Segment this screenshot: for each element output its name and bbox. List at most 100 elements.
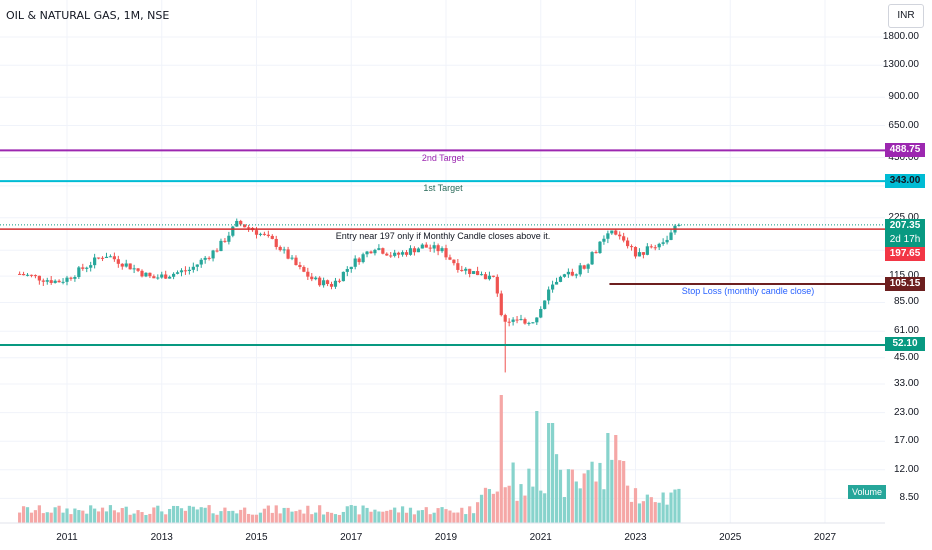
candle-body bbox=[416, 248, 420, 253]
currency-selector[interactable]: INR bbox=[888, 4, 924, 28]
level-lines bbox=[0, 149, 885, 346]
candle-body bbox=[570, 271, 574, 276]
y-tick-label: 650.00 bbox=[888, 119, 919, 131]
candle-body bbox=[140, 270, 144, 277]
volume-bar bbox=[673, 489, 677, 523]
volume-bar bbox=[18, 512, 22, 523]
volume-bar bbox=[219, 511, 223, 523]
volume-bar bbox=[156, 505, 160, 523]
volume-bar bbox=[456, 512, 460, 523]
candle-body bbox=[93, 257, 97, 266]
candle-body bbox=[385, 253, 389, 256]
candle-body bbox=[53, 280, 57, 283]
volume-bar bbox=[543, 493, 547, 523]
volume-bar bbox=[531, 486, 535, 523]
candle-body bbox=[96, 257, 101, 259]
candle-body bbox=[243, 224, 247, 228]
support-tag: 52.10 bbox=[885, 337, 925, 351]
candle-body bbox=[519, 319, 523, 321]
candle-body bbox=[578, 265, 582, 275]
candle-body bbox=[266, 234, 270, 236]
candle-body bbox=[168, 276, 172, 279]
volume-bar bbox=[649, 497, 653, 523]
candle-body bbox=[645, 246, 649, 255]
candle-body bbox=[515, 319, 519, 321]
volume-bar bbox=[175, 506, 180, 523]
candle-body bbox=[136, 268, 140, 271]
volume-bar bbox=[570, 469, 574, 523]
candle-body bbox=[653, 247, 657, 249]
entry-tag: 197.65 bbox=[885, 247, 925, 261]
volume-bar bbox=[199, 507, 203, 523]
candle-body bbox=[661, 242, 665, 244]
volume-bar bbox=[108, 505, 113, 523]
second-target-tag: 488.75 bbox=[885, 143, 925, 157]
candle-body bbox=[239, 220, 243, 225]
volume-bar bbox=[353, 505, 357, 523]
volume-bar bbox=[290, 511, 294, 523]
volume-bar bbox=[448, 510, 452, 523]
x-tick-label: 2013 bbox=[150, 532, 173, 543]
y-tick-label: 8.50 bbox=[899, 492, 919, 504]
volume-bar bbox=[337, 514, 342, 523]
volume-bar bbox=[527, 468, 531, 523]
candle-body bbox=[428, 247, 432, 249]
volume-bar bbox=[598, 462, 602, 523]
volume-bar bbox=[278, 513, 282, 523]
volume-bar bbox=[171, 505, 176, 523]
candle-body bbox=[669, 232, 673, 240]
candle-body bbox=[278, 246, 282, 251]
candle-body bbox=[535, 317, 539, 323]
volume-bar bbox=[164, 514, 168, 523]
volume-bar bbox=[665, 504, 669, 523]
volume-bar bbox=[341, 511, 345, 523]
candle-body bbox=[112, 256, 116, 260]
candle-body bbox=[195, 264, 199, 267]
entry-label: Entry near 197 only if Monthly Candle cl… bbox=[335, 231, 551, 241]
candle-body bbox=[641, 252, 645, 255]
volume-bar bbox=[211, 513, 215, 523]
volume-bar bbox=[215, 514, 219, 523]
candle-body bbox=[345, 269, 349, 272]
volume-bar bbox=[361, 505, 365, 523]
y-tick-label: 61.00 bbox=[893, 325, 919, 337]
y-tick-label: 225.00 bbox=[888, 211, 919, 223]
candle-body bbox=[408, 248, 413, 255]
candle-body bbox=[270, 235, 274, 239]
volume-bar bbox=[373, 509, 377, 523]
y-tick-label: 450.00 bbox=[888, 151, 919, 163]
volume-bar bbox=[523, 495, 527, 523]
y-tick-label: 12.00 bbox=[893, 463, 919, 475]
volume-bar bbox=[590, 461, 594, 523]
candle-body bbox=[231, 226, 235, 236]
candle-body bbox=[448, 257, 452, 260]
volume-bar bbox=[669, 492, 673, 523]
candle-body bbox=[302, 267, 306, 272]
volume-bar bbox=[369, 511, 373, 523]
volume-bar bbox=[298, 509, 302, 523]
candle-body bbox=[550, 284, 555, 290]
volume-bar bbox=[152, 507, 156, 523]
candle-body bbox=[290, 257, 294, 259]
volume-bar bbox=[653, 502, 657, 523]
candle-body bbox=[124, 263, 128, 267]
volume-bar bbox=[535, 411, 539, 523]
volume-bar bbox=[657, 502, 661, 523]
candle-body bbox=[657, 243, 661, 248]
candle-body bbox=[602, 238, 606, 242]
candle-body bbox=[495, 276, 499, 294]
candle-body bbox=[262, 233, 266, 235]
candle-body bbox=[69, 277, 73, 279]
volume-bar bbox=[432, 512, 436, 523]
volume-bar bbox=[116, 512, 120, 523]
volume-bar bbox=[250, 514, 255, 523]
volume-bar bbox=[412, 514, 417, 523]
volume-bar bbox=[519, 484, 523, 523]
candle-body bbox=[483, 274, 488, 280]
volume-bar bbox=[183, 510, 188, 523]
volume-bar bbox=[112, 510, 116, 523]
candle-body bbox=[452, 259, 456, 264]
candle-body bbox=[586, 264, 590, 269]
volume-bar bbox=[468, 506, 472, 523]
